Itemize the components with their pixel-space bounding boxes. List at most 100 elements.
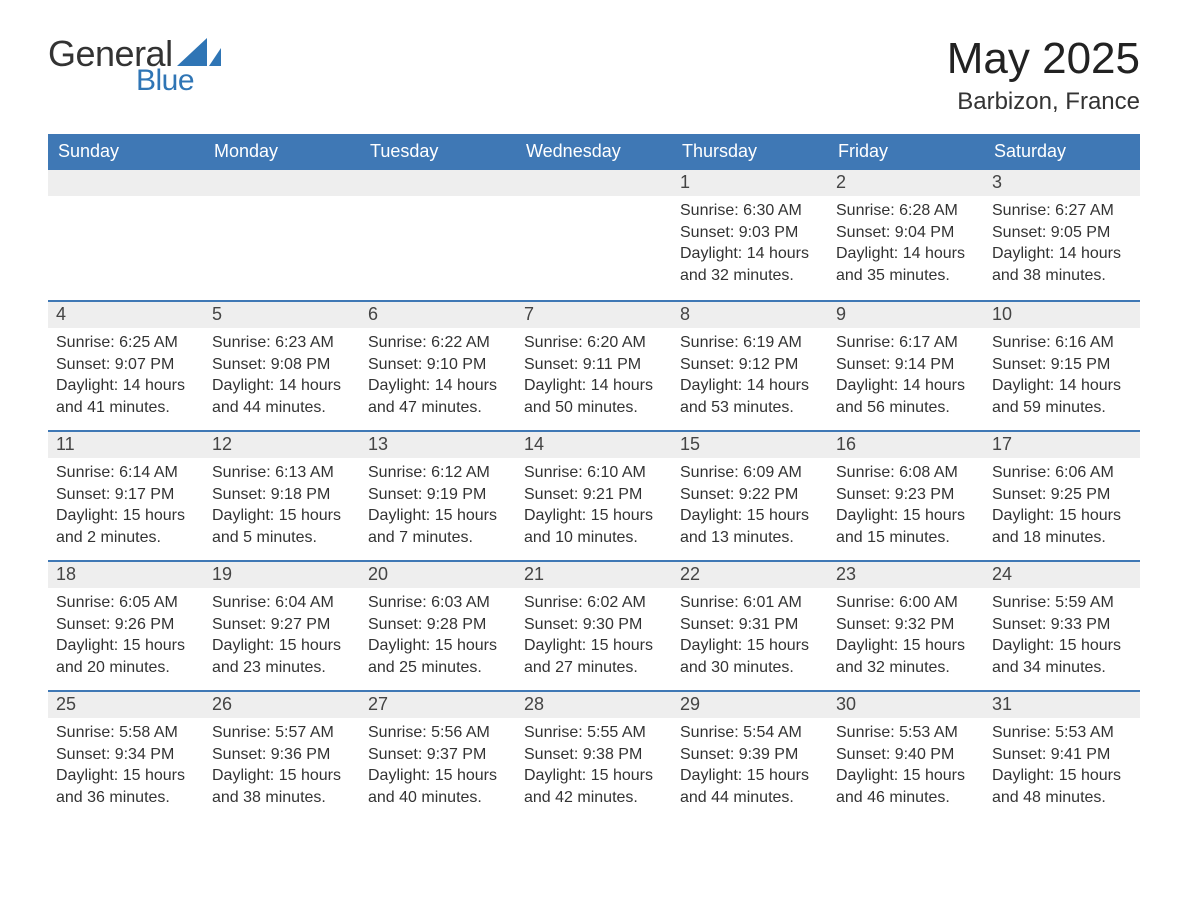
day-number: 11 <box>48 432 204 458</box>
brand-logo: General Blue <box>48 36 221 96</box>
sunset-line: Sunset: 9:07 PM <box>56 354 196 376</box>
day-details: Sunrise: 5:56 AMSunset: 9:37 PMDaylight:… <box>360 718 516 814</box>
calendar-day-cell: 19Sunrise: 6:04 AMSunset: 9:27 PMDayligh… <box>204 560 360 690</box>
day-number: 24 <box>984 562 1140 588</box>
sunset-line: Sunset: 9:27 PM <box>212 614 352 636</box>
sunrise-line: Sunrise: 6:10 AM <box>524 462 664 484</box>
day-number: 30 <box>828 692 984 718</box>
day-details: Sunrise: 6:28 AMSunset: 9:04 PMDaylight:… <box>828 196 984 292</box>
daylight-line: Daylight: 15 hours and 10 minutes. <box>524 505 664 548</box>
daylight-line: Daylight: 15 hours and 42 minutes. <box>524 765 664 808</box>
day-number <box>204 170 360 196</box>
daylight-line: Daylight: 14 hours and 35 minutes. <box>836 243 976 286</box>
sunset-line: Sunset: 9:31 PM <box>680 614 820 636</box>
sunset-line: Sunset: 9:11 PM <box>524 354 664 376</box>
sunrise-line: Sunrise: 6:19 AM <box>680 332 820 354</box>
day-details: Sunrise: 5:55 AMSunset: 9:38 PMDaylight:… <box>516 718 672 814</box>
sunrise-line: Sunrise: 6:25 AM <box>56 332 196 354</box>
day-number: 17 <box>984 432 1140 458</box>
day-number: 9 <box>828 302 984 328</box>
sunset-line: Sunset: 9:17 PM <box>56 484 196 506</box>
daylight-line: Daylight: 14 hours and 50 minutes. <box>524 375 664 418</box>
sunrise-line: Sunrise: 6:05 AM <box>56 592 196 614</box>
month-year-title: May 2025 <box>947 36 1140 82</box>
calendar-day-cell: 22Sunrise: 6:01 AMSunset: 9:31 PMDayligh… <box>672 560 828 690</box>
sunrise-line: Sunrise: 6:09 AM <box>680 462 820 484</box>
day-number: 8 <box>672 302 828 328</box>
calendar-day-cell: 2Sunrise: 6:28 AMSunset: 9:04 PMDaylight… <box>828 170 984 300</box>
day-number: 22 <box>672 562 828 588</box>
day-number: 21 <box>516 562 672 588</box>
sunrise-line: Sunrise: 6:08 AM <box>836 462 976 484</box>
day-details: Sunrise: 6:04 AMSunset: 9:27 PMDaylight:… <box>204 588 360 684</box>
calendar-day-cell: 15Sunrise: 6:09 AMSunset: 9:22 PMDayligh… <box>672 430 828 560</box>
weekday-header: Wednesday <box>516 134 672 170</box>
day-details: Sunrise: 6:30 AMSunset: 9:03 PMDaylight:… <box>672 196 828 292</box>
day-details: Sunrise: 6:05 AMSunset: 9:26 PMDaylight:… <box>48 588 204 684</box>
calendar-day-cell: 26Sunrise: 5:57 AMSunset: 9:36 PMDayligh… <box>204 690 360 820</box>
sunset-line: Sunset: 9:28 PM <box>368 614 508 636</box>
calendar: SundayMondayTuesdayWednesdayThursdayFrid… <box>48 134 1140 820</box>
day-number: 28 <box>516 692 672 718</box>
day-details: Sunrise: 5:57 AMSunset: 9:36 PMDaylight:… <box>204 718 360 814</box>
day-number <box>48 170 204 196</box>
sunrise-line: Sunrise: 6:23 AM <box>212 332 352 354</box>
sunset-line: Sunset: 9:04 PM <box>836 222 976 244</box>
calendar-day-cell: 16Sunrise: 6:08 AMSunset: 9:23 PMDayligh… <box>828 430 984 560</box>
day-number: 12 <box>204 432 360 458</box>
calendar-day-cell: 6Sunrise: 6:22 AMSunset: 9:10 PMDaylight… <box>360 300 516 430</box>
calendar-day-cell: 27Sunrise: 5:56 AMSunset: 9:37 PMDayligh… <box>360 690 516 820</box>
day-number: 2 <box>828 170 984 196</box>
sunset-line: Sunset: 9:22 PM <box>680 484 820 506</box>
sunset-line: Sunset: 9:03 PM <box>680 222 820 244</box>
sunset-line: Sunset: 9:40 PM <box>836 744 976 766</box>
day-details: Sunrise: 5:54 AMSunset: 9:39 PMDaylight:… <box>672 718 828 814</box>
sunrise-line: Sunrise: 6:17 AM <box>836 332 976 354</box>
daylight-line: Daylight: 15 hours and 20 minutes. <box>56 635 196 678</box>
calendar-blank-cell <box>360 170 516 300</box>
calendar-week-row: 4Sunrise: 6:25 AMSunset: 9:07 PMDaylight… <box>48 300 1140 430</box>
day-details: Sunrise: 5:59 AMSunset: 9:33 PMDaylight:… <box>984 588 1140 684</box>
day-number: 19 <box>204 562 360 588</box>
sunset-line: Sunset: 9:12 PM <box>680 354 820 376</box>
calendar-day-cell: 9Sunrise: 6:17 AMSunset: 9:14 PMDaylight… <box>828 300 984 430</box>
sunset-line: Sunset: 9:23 PM <box>836 484 976 506</box>
weekday-header: Saturday <box>984 134 1140 170</box>
calendar-blank-cell <box>516 170 672 300</box>
day-details: Sunrise: 5:53 AMSunset: 9:40 PMDaylight:… <box>828 718 984 814</box>
day-details: Sunrise: 6:23 AMSunset: 9:08 PMDaylight:… <box>204 328 360 424</box>
sunrise-line: Sunrise: 6:02 AM <box>524 592 664 614</box>
sunrise-line: Sunrise: 6:14 AM <box>56 462 196 484</box>
daylight-line: Daylight: 15 hours and 13 minutes. <box>680 505 820 548</box>
day-details: Sunrise: 6:19 AMSunset: 9:12 PMDaylight:… <box>672 328 828 424</box>
calendar-day-cell: 29Sunrise: 5:54 AMSunset: 9:39 PMDayligh… <box>672 690 828 820</box>
sunset-line: Sunset: 9:21 PM <box>524 484 664 506</box>
daylight-line: Daylight: 15 hours and 32 minutes. <box>836 635 976 678</box>
calendar-day-cell: 11Sunrise: 6:14 AMSunset: 9:17 PMDayligh… <box>48 430 204 560</box>
calendar-day-cell: 10Sunrise: 6:16 AMSunset: 9:15 PMDayligh… <box>984 300 1140 430</box>
sunset-line: Sunset: 9:34 PM <box>56 744 196 766</box>
day-details: Sunrise: 5:58 AMSunset: 9:34 PMDaylight:… <box>48 718 204 814</box>
sunset-line: Sunset: 9:08 PM <box>212 354 352 376</box>
day-number: 20 <box>360 562 516 588</box>
calendar-week-row: 25Sunrise: 5:58 AMSunset: 9:34 PMDayligh… <box>48 690 1140 820</box>
calendar-day-cell: 28Sunrise: 5:55 AMSunset: 9:38 PMDayligh… <box>516 690 672 820</box>
calendar-day-cell: 30Sunrise: 5:53 AMSunset: 9:40 PMDayligh… <box>828 690 984 820</box>
calendar-day-cell: 3Sunrise: 6:27 AMSunset: 9:05 PMDaylight… <box>984 170 1140 300</box>
day-details: Sunrise: 6:20 AMSunset: 9:11 PMDaylight:… <box>516 328 672 424</box>
sunrise-line: Sunrise: 6:12 AM <box>368 462 508 484</box>
day-details: Sunrise: 6:09 AMSunset: 9:22 PMDaylight:… <box>672 458 828 554</box>
daylight-line: Daylight: 15 hours and 15 minutes. <box>836 505 976 548</box>
location-subtitle: Barbizon, France <box>947 88 1140 116</box>
daylight-line: Daylight: 14 hours and 44 minutes. <box>212 375 352 418</box>
calendar-day-cell: 25Sunrise: 5:58 AMSunset: 9:34 PMDayligh… <box>48 690 204 820</box>
calendar-day-cell: 7Sunrise: 6:20 AMSunset: 9:11 PMDaylight… <box>516 300 672 430</box>
sunrise-line: Sunrise: 6:27 AM <box>992 200 1132 222</box>
day-details: Sunrise: 6:08 AMSunset: 9:23 PMDaylight:… <box>828 458 984 554</box>
day-number: 3 <box>984 170 1140 196</box>
day-number: 29 <box>672 692 828 718</box>
calendar-day-cell: 1Sunrise: 6:30 AMSunset: 9:03 PMDaylight… <box>672 170 828 300</box>
calendar-day-cell: 24Sunrise: 5:59 AMSunset: 9:33 PMDayligh… <box>984 560 1140 690</box>
calendar-day-cell: 8Sunrise: 6:19 AMSunset: 9:12 PMDaylight… <box>672 300 828 430</box>
daylight-line: Daylight: 14 hours and 32 minutes. <box>680 243 820 286</box>
